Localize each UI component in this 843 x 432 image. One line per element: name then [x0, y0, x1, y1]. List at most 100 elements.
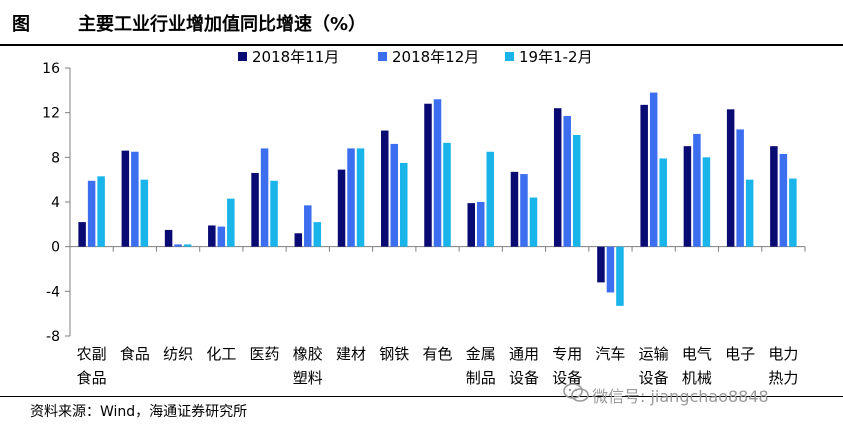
bar: [390, 143, 399, 247]
bar: [313, 222, 322, 247]
x-tick-label: 通用: [509, 345, 539, 363]
title-divider: [0, 44, 843, 46]
x-tick-label: 制品: [466, 369, 496, 387]
bar: [270, 180, 278, 247]
bar: [294, 233, 303, 247]
x-tick-label: 热力: [768, 369, 798, 387]
x-tick-label: 钢铁: [379, 345, 409, 363]
bar: [217, 226, 226, 247]
wechat-icon: [563, 383, 589, 402]
watermark-text: 微信号: jiangchao8848: [592, 387, 769, 406]
bar: [659, 158, 667, 247]
legend-label: 2018年11月: [252, 48, 339, 66]
legend-label: 19年1-2月: [519, 48, 593, 66]
bar: [183, 244, 192, 247]
x-tick-label: 汽车: [595, 345, 625, 363]
chart-legend: 2018年11月 2018年12月 19年1-2月: [238, 48, 593, 66]
bar: [304, 205, 312, 247]
y-tick-label: 12: [42, 106, 60, 122]
x-tick-label: 塑料: [293, 369, 323, 387]
bar: [174, 244, 182, 247]
bar: [356, 148, 365, 247]
bar: [683, 146, 692, 247]
y-tick-label: 0: [51, 240, 60, 256]
x-tick-label: 建材: [336, 345, 366, 363]
bar: [424, 103, 432, 247]
x-tick-label: 电气: [682, 345, 712, 363]
y-tick-label: 8: [51, 150, 60, 166]
figure-header: 图 主要工业行业增加值同比增速（%）: [0, 0, 843, 44]
bar: [789, 178, 797, 247]
legend-swatch: [378, 52, 387, 61]
bar: [337, 169, 346, 247]
bar: [520, 174, 528, 247]
bar: [510, 171, 519, 247]
source-note: 资料来源：Wind，海通证券研究所: [30, 404, 248, 420]
bar: [164, 229, 173, 247]
bar: [467, 203, 475, 247]
bar: [553, 108, 562, 247]
bar: [347, 148, 355, 247]
bar: [433, 99, 442, 247]
bar: [260, 148, 269, 247]
bar: [97, 176, 105, 247]
x-tick-label: 专用: [552, 345, 582, 363]
bar: [443, 142, 451, 247]
bar: [770, 146, 778, 247]
bar: [131, 151, 139, 247]
x-tick-label: 农副: [77, 345, 107, 363]
bar: [121, 150, 130, 247]
figure-title: 主要工业行业增加值同比增速（%）: [78, 14, 367, 35]
y-tick-label: 16: [42, 61, 60, 77]
x-tick-label: 橡胶: [293, 345, 323, 363]
bar: [597, 246, 605, 283]
x-tick-label: 电子: [725, 345, 755, 363]
bar: [140, 179, 149, 247]
x-tick-label: 机械: [682, 369, 712, 387]
bar: [726, 109, 735, 247]
bar-chart: 2018年11月 2018年12月 19年1-2月 16 12 8 4 0 -4 -8 农副食品…: [42, 48, 806, 387]
x-tick-label: 食品: [120, 345, 150, 363]
x-tick-label: 有色: [422, 345, 452, 363]
bar: [693, 133, 701, 247]
x-tick-label: 金属: [466, 345, 496, 363]
bar: [87, 180, 96, 247]
bar: [616, 246, 624, 306]
bar: [640, 104, 648, 247]
bar: [529, 197, 538, 247]
x-tick-label: 化工: [206, 345, 236, 363]
bar: [779, 153, 788, 247]
bar: [400, 162, 408, 247]
bar: [745, 179, 754, 247]
bar: [563, 116, 571, 247]
bar: [251, 172, 259, 247]
legend-swatch: [505, 52, 514, 61]
footer-divider: [0, 396, 843, 397]
legend-swatch: [238, 52, 247, 61]
x-tick-label: 运输: [639, 345, 669, 363]
bar: [227, 198, 235, 247]
figure-label: 图: [12, 14, 30, 35]
chart-bars: [78, 92, 797, 306]
x-tick-label: 电力: [768, 345, 798, 363]
bar: [606, 246, 615, 293]
bar: [649, 92, 658, 247]
y-tick-label: -4: [46, 284, 60, 300]
bar: [476, 202, 485, 247]
x-tick-label: 食品: [77, 369, 107, 387]
x-tick-label: 设备: [552, 369, 582, 387]
x-tick-label: 医药: [250, 345, 280, 363]
x-tick-label: 纺织: [163, 345, 193, 363]
y-tick-label: 4: [51, 195, 60, 211]
bar: [208, 225, 216, 247]
bar: [736, 129, 744, 247]
bar: [702, 157, 711, 247]
x-tick-label: 设备: [639, 369, 669, 387]
bar: [381, 130, 389, 247]
legend-label: 2018年12月: [392, 48, 479, 66]
bar: [78, 222, 86, 247]
y-tick-label: -8: [46, 329, 60, 345]
bar: [486, 151, 494, 247]
x-tick-label: 设备: [509, 369, 539, 387]
